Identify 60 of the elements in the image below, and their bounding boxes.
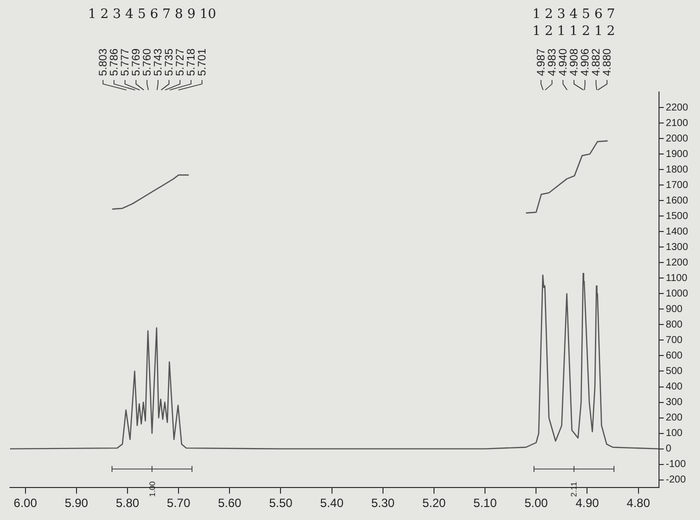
text: 5.786 (108, 48, 121, 76)
y-tick-label: 1500 (666, 210, 688, 222)
y-tick-label: 600 (666, 350, 683, 362)
y-tick-label: -200 (666, 474, 686, 486)
y-tick-label: 900 (666, 304, 683, 315)
text: 5.701 (196, 48, 209, 76)
y-tick-label: 2100 (666, 118, 688, 129)
text: 5.743 (152, 48, 165, 76)
y-tick-label: 2000 (666, 133, 688, 144)
x-tick-label: 5.60 (218, 496, 242, 510)
text: 1 2 3 4 5 6 7 8 9 10 (88, 7, 216, 22)
text: 5.735 (164, 48, 176, 76)
x-tick-label: 6.00 (14, 496, 38, 510)
y-tick-label: 1800 (666, 164, 688, 176)
y-tick-label: 800 (666, 319, 683, 330)
x-tick-label: 4.80 (626, 496, 650, 510)
annotation: 2.11 (570, 481, 579, 497)
x-tick-label: 5.10 (473, 496, 498, 510)
x-tick-label: 5.00 (524, 496, 548, 510)
text: 1 2 1 1 2 1 2 (532, 24, 616, 39)
x-tick-label: 4.90 (576, 496, 600, 510)
text: 4.880 (602, 48, 614, 76)
text: 4.908 (568, 48, 581, 76)
x-tick-label: 5.80 (116, 496, 140, 510)
x-tick-label: 5.90 (64, 496, 88, 510)
y-tick-label: 200 (666, 412, 683, 424)
y-tick-label: 1600 (666, 195, 688, 206)
text: 4.987 (536, 48, 548, 76)
text: 5.769 (130, 48, 143, 76)
text: 4.940 (558, 48, 570, 76)
y-tick-label: 1700 (666, 180, 688, 191)
x-tick-label: 5.40 (320, 496, 344, 510)
text: 5.777 (120, 48, 132, 76)
text: 5.803 (98, 48, 110, 76)
y-tick-label: 400 (666, 382, 683, 393)
y-tick-label: 1200 (666, 257, 688, 268)
y-tick-label: 300 (666, 397, 683, 408)
text: 4.882 (590, 48, 603, 76)
text: 4.983 (546, 48, 559, 76)
y-tick-label: 700 (666, 334, 683, 346)
x-tick-label: 5.20 (422, 496, 446, 510)
x-tick-label: 5.30 (371, 496, 395, 510)
text: 1 2 3 4 5 6 7 (532, 7, 616, 22)
y-tick-label: 100 (666, 428, 683, 440)
y-tick-label: 1400 (666, 226, 688, 238)
y-tick-label: 500 (666, 366, 683, 377)
y-tick-label: 1300 (666, 242, 688, 253)
x-tick-label: 5.70 (166, 496, 191, 510)
annotation: 1.00 (148, 480, 158, 497)
y-tick-label: 2200 (666, 102, 688, 114)
text: 5.727 (174, 48, 187, 76)
text: 4.906 (580, 48, 592, 76)
y-tick-label: 1100 (666, 272, 688, 284)
x-tick-label: 5.50 (269, 496, 293, 510)
y-tick-label: 1000 (666, 288, 688, 300)
y-tick-label: -100 (666, 459, 686, 470)
text: 5.718 (186, 48, 198, 76)
text: 5.760 (142, 48, 154, 76)
y-tick-label: 0 (666, 444, 672, 455)
y-tick-label: 1900 (666, 148, 688, 160)
